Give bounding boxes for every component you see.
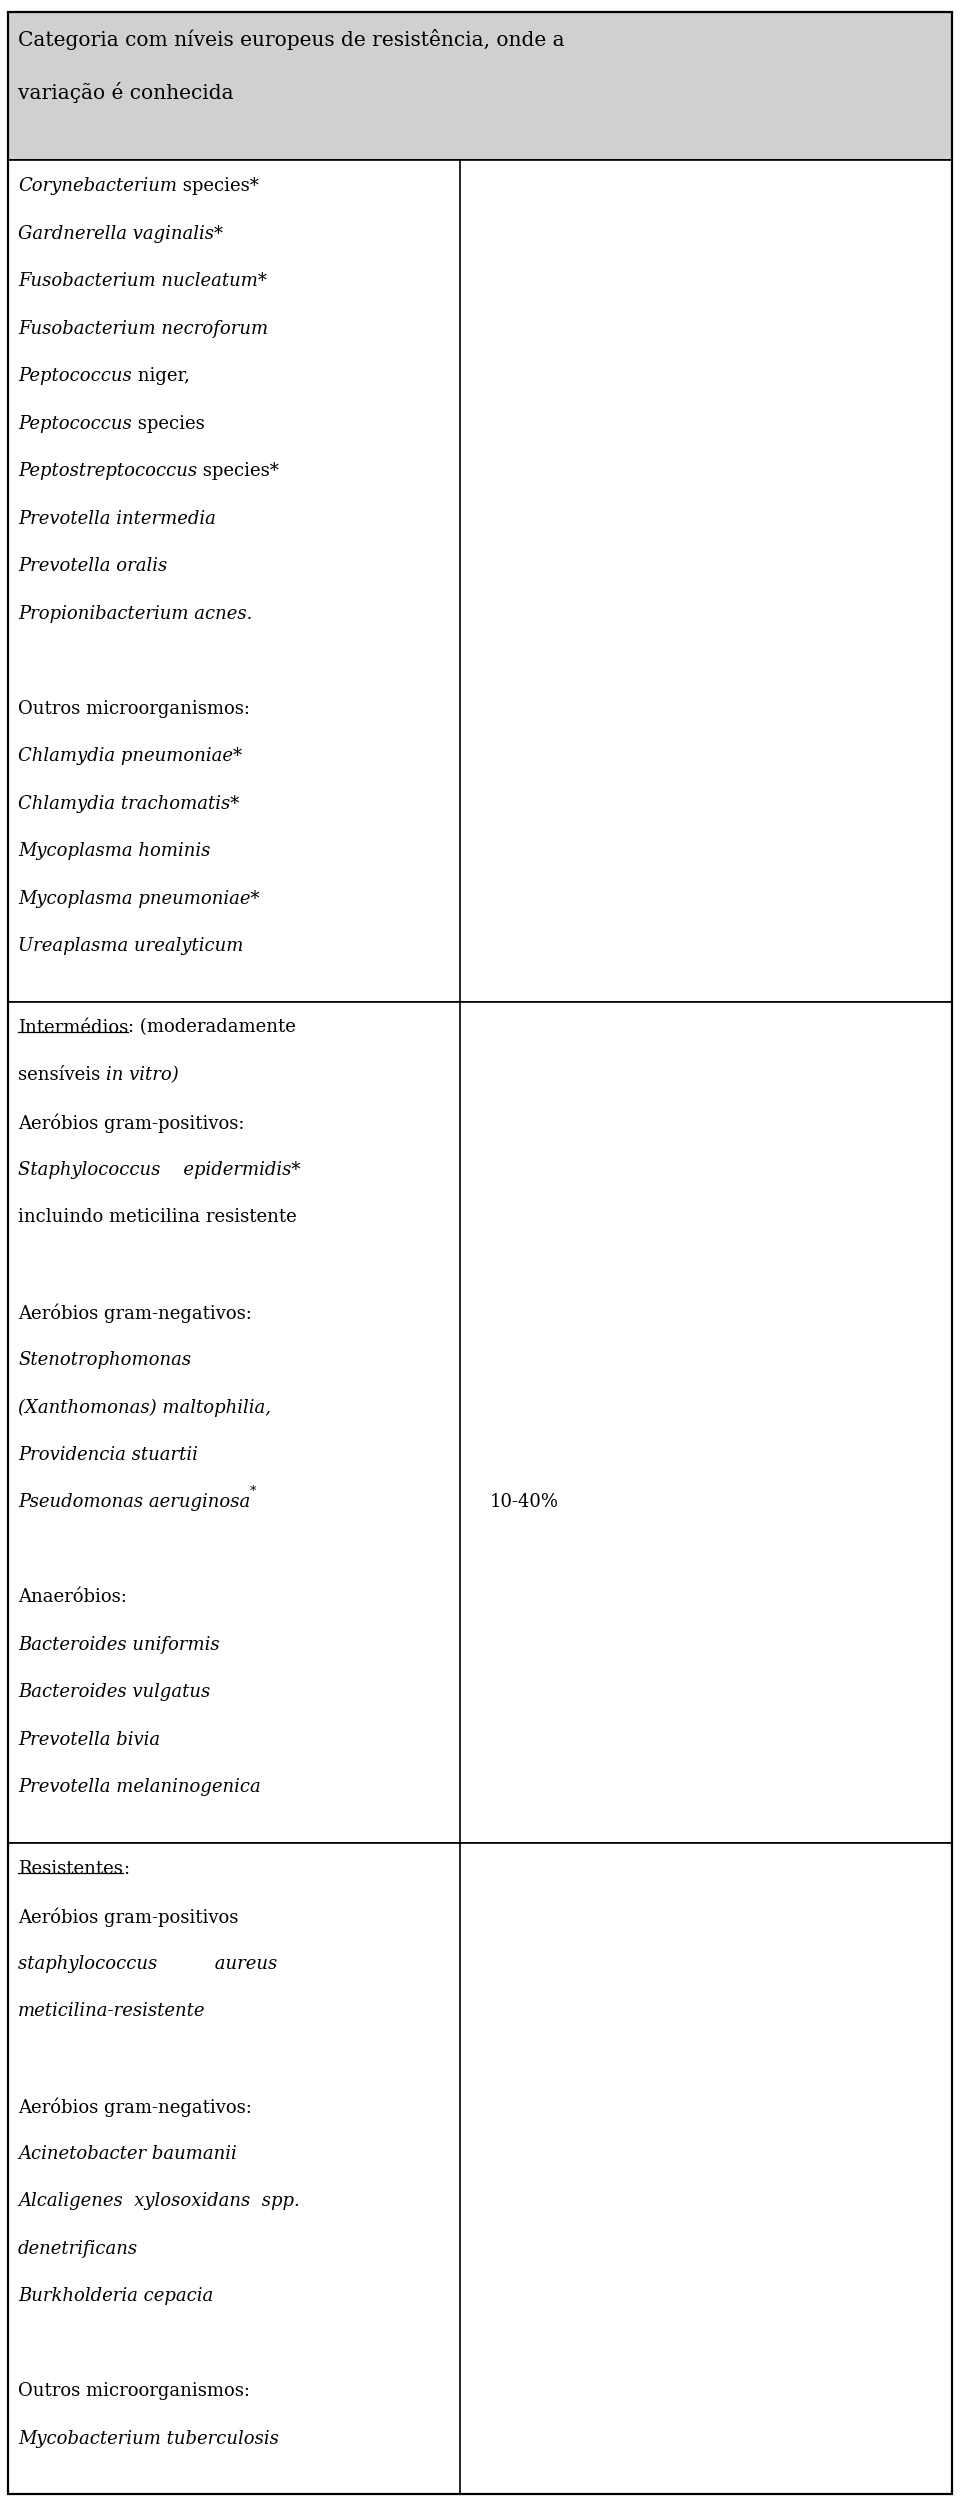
- Text: Mycobacterium tuberculosis: Mycobacterium tuberculosis: [18, 2428, 278, 2448]
- Text: meticilina-resistente: meticilina-resistente: [18, 2002, 205, 2020]
- Text: Bacteroides uniformis: Bacteroides uniformis: [18, 1636, 220, 1654]
- Bar: [8, 13, 952, 160]
- Text: in vitro): in vitro): [106, 1065, 179, 1085]
- Text: Categoria com níveis europeus de resistência, onde a: Categoria com níveis europeus de resistê…: [18, 30, 564, 50]
- Text: Peptococcus: Peptococcus: [18, 416, 132, 434]
- Text: Fusobacterium necroforum: Fusobacterium necroforum: [18, 321, 268, 338]
- Text: Corynebacterium: Corynebacterium: [18, 178, 177, 195]
- Text: niger,: niger,: [132, 368, 190, 386]
- Text: Acinetobacter baumanii: Acinetobacter baumanii: [18, 2145, 237, 2163]
- Text: Intermédios: Intermédios: [18, 1017, 129, 1037]
- Text: (Xanthomonas) maltophilia,: (Xanthomonas) maltophilia,: [18, 1398, 271, 1416]
- Text: Outros microorganismos:: Outros microorganismos:: [18, 2383, 250, 2401]
- Text: *: *: [251, 1486, 256, 1499]
- Text: Anaeróbios:: Anaeróbios:: [18, 1589, 127, 1606]
- Text: : (moderadamente: : (moderadamente: [129, 1017, 296, 1037]
- Text: Propionibacterium acnes.: Propionibacterium acnes.: [18, 604, 252, 621]
- Text: Mycoplasma hominis: Mycoplasma hominis: [18, 842, 210, 860]
- Text: Peptococcus: Peptococcus: [18, 368, 132, 386]
- Text: incluindo meticilina resistente: incluindo meticilina resistente: [18, 1208, 297, 1225]
- Text: Outros microorganismos:: Outros microorganismos:: [18, 699, 250, 717]
- Bar: [8, 1842, 952, 2493]
- Text: sensíveis: sensíveis: [18, 1065, 106, 1085]
- Bar: [8, 1002, 952, 1842]
- Text: Gardnerella vaginalis*: Gardnerella vaginalis*: [18, 226, 223, 243]
- Text: Aeróbios gram-positivos: Aeróbios gram-positivos: [18, 1907, 238, 1927]
- Text: Prevotella bivia: Prevotella bivia: [18, 1732, 160, 1749]
- Text: Burkholderia cepacia: Burkholderia cepacia: [18, 2288, 213, 2306]
- Text: Prevotella intermedia: Prevotella intermedia: [18, 509, 216, 529]
- Text: Pseudomonas aeruginosa: Pseudomonas aeruginosa: [18, 1494, 251, 1511]
- Text: Chlamydia trachomatis*: Chlamydia trachomatis*: [18, 794, 239, 812]
- Text: 10-40%: 10-40%: [490, 1494, 559, 1511]
- Text: Fusobacterium nucleatum*: Fusobacterium nucleatum*: [18, 273, 267, 291]
- Text: Stenotrophomonas: Stenotrophomonas: [18, 1351, 191, 1368]
- Text: Staphylococcus    epidermidis*: Staphylococcus epidermidis*: [18, 1160, 300, 1178]
- Text: Ureaplasma urealyticum: Ureaplasma urealyticum: [18, 937, 244, 955]
- Text: species*: species*: [177, 178, 259, 195]
- Text: Providencia stuartii: Providencia stuartii: [18, 1446, 198, 1464]
- Text: variação é conhecida: variação é conhecida: [18, 83, 233, 103]
- Text: Aeróbios gram-positivos:: Aeróbios gram-positivos:: [18, 1113, 245, 1133]
- Text: Resistentes: Resistentes: [18, 1859, 123, 1877]
- Text: Peptostreptococcus: Peptostreptococcus: [18, 461, 197, 481]
- Text: denetrificans: denetrificans: [18, 2240, 138, 2258]
- Text: Alcaligenes  xylosoxidans  spp.: Alcaligenes xylosoxidans spp.: [18, 2193, 300, 2210]
- Text: Prevotella oralis: Prevotella oralis: [18, 556, 167, 576]
- Text: Chlamydia pneumoniae*: Chlamydia pneumoniae*: [18, 747, 242, 764]
- Text: species: species: [132, 416, 204, 434]
- Text: species*: species*: [197, 461, 279, 481]
- Text: Mycoplasma pneumoniae*: Mycoplasma pneumoniae*: [18, 890, 259, 907]
- Text: staphylococcus          aureus: staphylococcus aureus: [18, 1955, 277, 1972]
- Text: Bacteroides vulgatus: Bacteroides vulgatus: [18, 1684, 210, 1702]
- Bar: [8, 160, 952, 1002]
- Text: :: :: [123, 1859, 129, 1877]
- Text: Aeróbios gram-negativos:: Aeróbios gram-negativos:: [18, 1303, 252, 1323]
- Text: Aeróbios gram-negativos:: Aeróbios gram-negativos:: [18, 2098, 252, 2118]
- Text: Prevotella melaninogenica: Prevotella melaninogenica: [18, 1779, 261, 1797]
